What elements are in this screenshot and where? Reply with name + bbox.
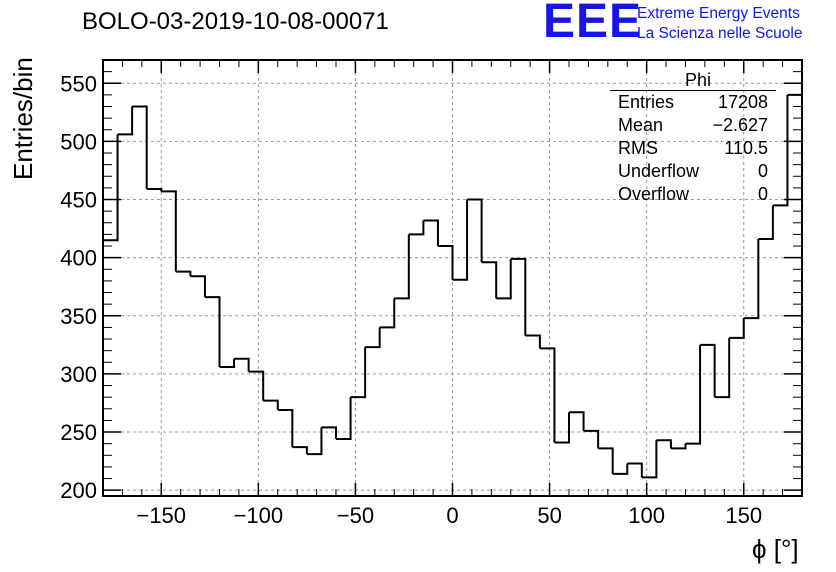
histogram-bin	[525, 334, 541, 349]
x-axis-label: ϕ [°]	[752, 534, 799, 564]
y-tick-label: 250	[60, 420, 97, 445]
histogram-bin	[379, 298, 396, 329]
histogram-bin	[336, 397, 352, 441]
stats-divider	[610, 90, 776, 91]
y-tick-label: 400	[60, 246, 97, 271]
eee-logo-caption: Extreme Energy Events La Scienza nelle S…	[637, 4, 802, 44]
histogram-bin	[452, 199, 469, 281]
histogram-bin	[204, 296, 221, 367]
x-tick-label: −150	[136, 503, 186, 528]
histogram-bin	[743, 239, 760, 320]
histogram-bin	[132, 105, 148, 190]
stats-value: 0	[757, 161, 768, 181]
axis-ticks	[103, 59, 802, 496]
histogram-bin	[569, 411, 585, 431]
histogram-bin	[175, 270, 192, 277]
histogram-bin	[467, 198, 483, 263]
histogram-bin	[394, 234, 410, 300]
logo-caption-line1: Extreme Energy Events	[637, 5, 800, 22]
histogram-bin	[539, 347, 556, 443]
stats-value: 110.5	[724, 138, 768, 158]
histogram-bin	[321, 426, 337, 440]
histogram-bin	[714, 337, 731, 399]
histogram-bin	[292, 446, 308, 455]
histogram-bin	[437, 245, 454, 280]
histogram-bin	[496, 258, 512, 300]
x-tick-label: 100	[628, 503, 665, 528]
histogram-bin	[365, 327, 381, 349]
histogram-bin	[627, 462, 643, 478]
histogram-bin	[146, 188, 163, 192]
histogram-bin	[612, 463, 629, 475]
histogram-bin	[700, 343, 716, 398]
histogram-bin	[583, 429, 600, 449]
histogram-bin	[772, 94, 789, 207]
histogram-bin	[598, 447, 614, 474]
histogram-bin	[670, 443, 687, 450]
histogram-bin	[641, 440, 658, 479]
histogram-bin	[758, 205, 774, 241]
stats-row-overflow: Overflow 0	[610, 183, 776, 206]
histogram-bin	[219, 358, 236, 368]
histogram-bin	[656, 439, 672, 449]
logo-caption-line2: La Scienza nelle Scuole	[637, 25, 803, 42]
histogram-bin	[248, 370, 265, 401]
y-axis-label: Entries/bin	[8, 57, 38, 180]
histogram-bin	[787, 83, 803, 96]
histogram-bin	[350, 347, 367, 399]
stats-label: Mean	[618, 115, 664, 135]
histogram-bin	[234, 357, 250, 372]
y-tick-label: 550	[60, 71, 97, 96]
x-tick-labels: −150 −100 −50 0 50 100 150	[136, 503, 762, 528]
eee-logo: EEE	[543, 0, 643, 48]
y-tick-label: 350	[60, 304, 97, 329]
histogram-bin	[729, 318, 745, 339]
stats-value: 0	[757, 184, 768, 204]
histogram-bin	[423, 219, 439, 247]
y-tick-label: 450	[60, 188, 97, 213]
histogram-bin	[554, 412, 570, 444]
stats-row-mean: Mean −2.627	[610, 114, 776, 137]
stats-label: RMS	[618, 138, 658, 158]
y-tick-label: 300	[60, 362, 97, 387]
stats-row-rms: RMS 110.5	[610, 137, 776, 160]
stats-box: Phi Entries 17208 Mean −2.627 RMS 110.5 …	[610, 70, 776, 206]
stats-value: −2.627	[712, 115, 768, 135]
x-tick-label: −100	[234, 503, 284, 528]
chart-title: BOLO-03-2019-10-08-00071	[82, 8, 389, 35]
stats-row-underflow: Underflow 0	[610, 160, 776, 183]
histogram-bin	[685, 344, 702, 445]
stats-title: Phi	[684, 70, 711, 90]
histogram-bin	[117, 106, 134, 136]
histogram-bin	[306, 427, 323, 456]
x-tick-label: 150	[725, 503, 762, 528]
stats-row-entries: Entries 17208	[610, 91, 776, 114]
y-tick-label: 200	[60, 478, 97, 503]
x-tick-label: −50	[337, 503, 374, 528]
histogram-bin	[408, 220, 425, 236]
histogram-bin	[190, 275, 206, 298]
histogram-bin	[481, 261, 498, 299]
x-tick-label: 50	[537, 503, 561, 528]
histogram-bin	[263, 399, 279, 410]
histogram-bin	[510, 257, 527, 336]
histogram-bin	[277, 408, 294, 448]
stats-label: Entries	[618, 92, 675, 112]
histogram-bin	[161, 190, 177, 272]
stats-label: Underflow	[618, 161, 700, 181]
stats-value: 17208	[717, 92, 768, 112]
x-tick-label: 0	[446, 503, 458, 528]
stats-label: Overflow	[618, 184, 690, 204]
y-tick-label: 500	[60, 129, 97, 154]
y-tick-labels: 200 250 300 350 400 450 500 550	[60, 71, 97, 503]
